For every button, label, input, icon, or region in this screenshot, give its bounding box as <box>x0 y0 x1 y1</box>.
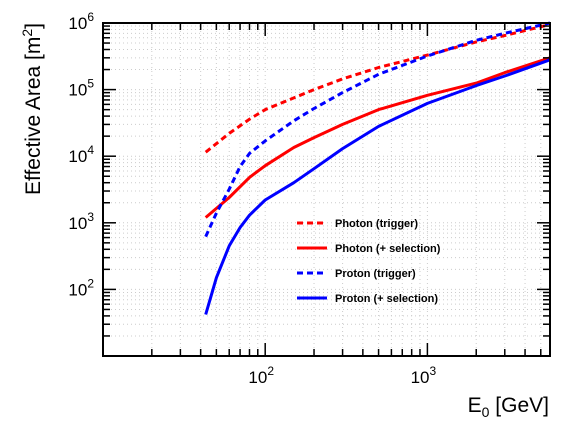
legend-label-4: Proton (+ selection) <box>335 293 438 305</box>
legend-label-1: Photon (trigger) <box>335 218 418 230</box>
y-axis-title-rest: ] <box>22 23 45 29</box>
y-tick-label-exponent: 5 <box>87 77 94 91</box>
series-line-3 <box>204 21 551 238</box>
y-tick-label: 105 <box>68 77 94 100</box>
y-axis-title-main: Effective Area [m <box>22 37 45 195</box>
y-tick-label-base: 10 <box>68 14 87 33</box>
y-tick-label-base: 10 <box>68 280 87 299</box>
x-tick-label-exponent: 3 <box>430 364 437 378</box>
x-axis-title-main: E <box>468 394 482 417</box>
series-line-4 <box>204 58 551 315</box>
x-axis-title-subscript: 0 <box>482 404 490 420</box>
x-tick-label-base: 10 <box>411 368 430 387</box>
series-line-1 <box>204 23 551 154</box>
x-tick-label: 103 <box>411 364 437 387</box>
y-tick-label: 104 <box>68 143 94 166</box>
series-group <box>204 21 551 315</box>
y-axis-title-superscript: 2 <box>19 29 35 37</box>
y-tick-label-base: 10 <box>68 147 87 166</box>
x-tick-label: 102 <box>248 364 274 387</box>
x-tick-label-exponent: 2 <box>267 364 274 378</box>
series-line-2 <box>204 56 551 219</box>
x-tick-label-base: 10 <box>248 368 267 387</box>
y-tick-label-exponent: 3 <box>87 210 94 224</box>
x-axis-title: E0 [GeV] <box>468 394 549 420</box>
y-tick-label-base: 10 <box>68 81 87 100</box>
x-axis-title-rest: [GeV] <box>489 394 549 417</box>
y-tick-label-base: 10 <box>68 214 87 233</box>
y-tick-label: 106 <box>68 10 94 33</box>
y-tick-label-exponent: 6 <box>87 10 94 24</box>
y-tick-label: 103 <box>68 210 94 233</box>
tick-marks <box>102 23 550 357</box>
plot-frame <box>102 22 551 357</box>
y-tick-label-exponent: 4 <box>87 143 94 157</box>
y-axis-title: Effective Area [m2] <box>19 23 45 195</box>
legend: Photon (trigger) Photon (+ selection) Prot… <box>297 218 441 305</box>
legend-label-3: Proton (trigger) <box>335 268 416 280</box>
y-tick-label: 102 <box>68 276 94 299</box>
y-tick-label-exponent: 2 <box>87 276 94 290</box>
legend-label-2: Photon (+ selection) <box>335 243 441 255</box>
